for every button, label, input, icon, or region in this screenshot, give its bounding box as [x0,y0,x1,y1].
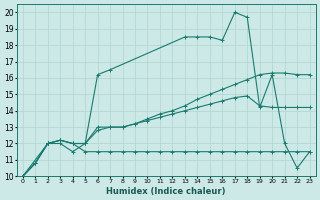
X-axis label: Humidex (Indice chaleur): Humidex (Indice chaleur) [107,187,226,196]
